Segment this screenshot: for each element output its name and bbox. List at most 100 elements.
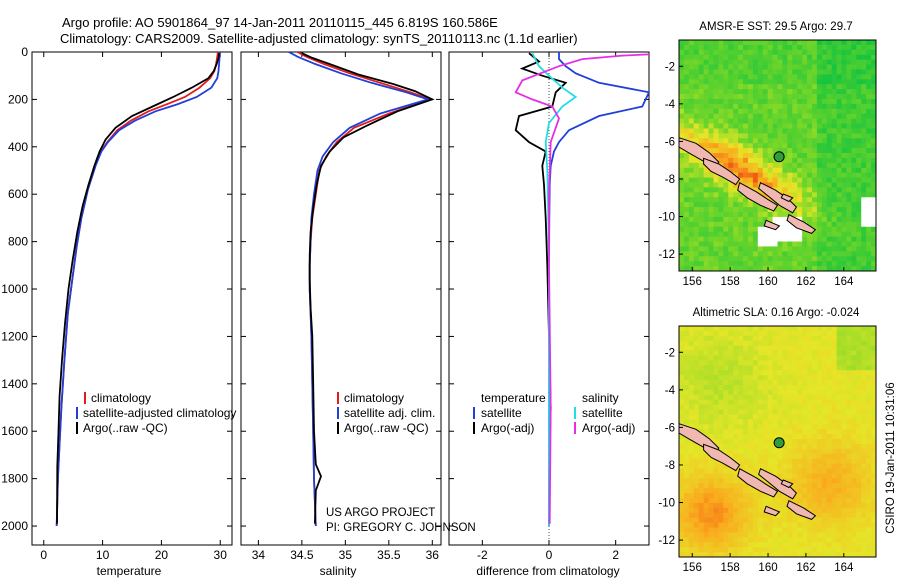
- map-cell: [743, 493, 749, 499]
- map-cell: [738, 384, 744, 391]
- map-cell: [797, 133, 803, 139]
- map-cell: [782, 458, 788, 465]
- map-cell: [866, 517, 872, 523]
- map-cell: [846, 108, 852, 115]
- map-cell: [856, 394, 862, 401]
- map-cell: [698, 177, 705, 183]
- map-cell: [688, 207, 695, 213]
- map-cell: [723, 380, 729, 386]
- map-cell: [728, 419, 734, 425]
- map-cell: [679, 404, 685, 410]
- map-cell: [738, 207, 744, 213]
- map-cell: [811, 182, 818, 188]
- map-cell: [683, 498, 690, 504]
- map-cell: [713, 365, 719, 371]
- map-cell: [752, 79, 759, 85]
- map-cell: [713, 399, 719, 406]
- map-cell: [762, 448, 769, 455]
- series-line-argo: [56, 53, 220, 524]
- map-cell: [767, 74, 773, 80]
- map-cell: [679, 98, 685, 105]
- map-cell: [713, 54, 719, 61]
- map-cell: [777, 236, 783, 242]
- map-cell: [688, 98, 695, 105]
- map-cell: [718, 49, 724, 56]
- map-cell: [792, 128, 798, 134]
- map-cell: [718, 69, 724, 75]
- map-cell: [698, 256, 705, 262]
- map-cell: [841, 138, 847, 144]
- map-cell: [797, 138, 803, 144]
- map-cell: [871, 167, 877, 174]
- map-cell: [698, 138, 705, 144]
- map-cell: [679, 187, 685, 193]
- map-cell: [777, 434, 783, 440]
- map-cell: [807, 241, 813, 247]
- temperature-ticks: 0 10 20 30020040060080010001200140016001800…: [1, 45, 232, 562]
- map-cell: [821, 384, 828, 391]
- map-cell: [851, 251, 857, 257]
- map-cell: [846, 167, 852, 174]
- map-cell: [871, 404, 877, 410]
- map-cell: [782, 493, 788, 499]
- map-cell: [826, 207, 833, 213]
- map-cell: [679, 330, 685, 337]
- map-cell: [747, 335, 754, 342]
- map-cell: [777, 419, 783, 425]
- map-cell: [757, 419, 764, 425]
- map-cell: [688, 89, 695, 95]
- map-cell: [683, 375, 690, 381]
- map-cell: [772, 162, 778, 169]
- map-cell: [767, 330, 773, 337]
- map-cell: [831, 54, 837, 61]
- map-cell: [703, 118, 709, 124]
- map-cell: [807, 537, 813, 543]
- map-cell: [747, 133, 754, 139]
- map-cell: [693, 128, 700, 134]
- map-cell: [683, 157, 690, 164]
- map-cell: [846, 365, 852, 371]
- map-cell: [762, 216, 769, 223]
- map-cell: [728, 483, 734, 489]
- map-cell: [782, 108, 788, 115]
- map-cell: [811, 345, 818, 351]
- map-cell: [816, 221, 823, 228]
- map-cell: [807, 79, 813, 85]
- map-cell: [797, 231, 803, 237]
- map-cell: [816, 98, 823, 105]
- map-cell: [738, 439, 744, 445]
- map-cell: [728, 212, 734, 218]
- map-cell: [861, 167, 867, 174]
- map-cell: [792, 453, 798, 460]
- map-cell: [757, 350, 764, 356]
- map-cell: [777, 241, 783, 247]
- map-cell: [767, 443, 773, 450]
- map-cell: [713, 143, 719, 149]
- legend-label-argo: Argo(..raw -QC): [83, 421, 168, 435]
- map-cell: [851, 133, 857, 139]
- map-cell: [782, 468, 788, 474]
- map-cell: [826, 365, 833, 371]
- map-cell: [816, 246, 823, 252]
- map-cell: [811, 187, 818, 193]
- map-cell: [703, 256, 709, 262]
- map-cell: [866, 409, 872, 415]
- map-cell: [733, 54, 739, 61]
- map-cell: [762, 512, 769, 519]
- map-cell: [723, 266, 729, 272]
- map-cell: [733, 221, 739, 228]
- map-cell: [871, 488, 877, 494]
- map-cell: [782, 512, 788, 519]
- map-cell: [831, 157, 837, 164]
- map-cell: [792, 335, 798, 342]
- map-cell: [821, 350, 828, 356]
- map-cell: [811, 261, 818, 267]
- map-cell: [757, 236, 764, 242]
- map-cell: [787, 231, 793, 237]
- map-cell: [713, 439, 719, 445]
- map-cell: [811, 212, 818, 218]
- map-cell: [811, 429, 818, 435]
- map-cell: [723, 375, 729, 381]
- map-cell: [797, 330, 803, 337]
- map-cell: [797, 335, 803, 342]
